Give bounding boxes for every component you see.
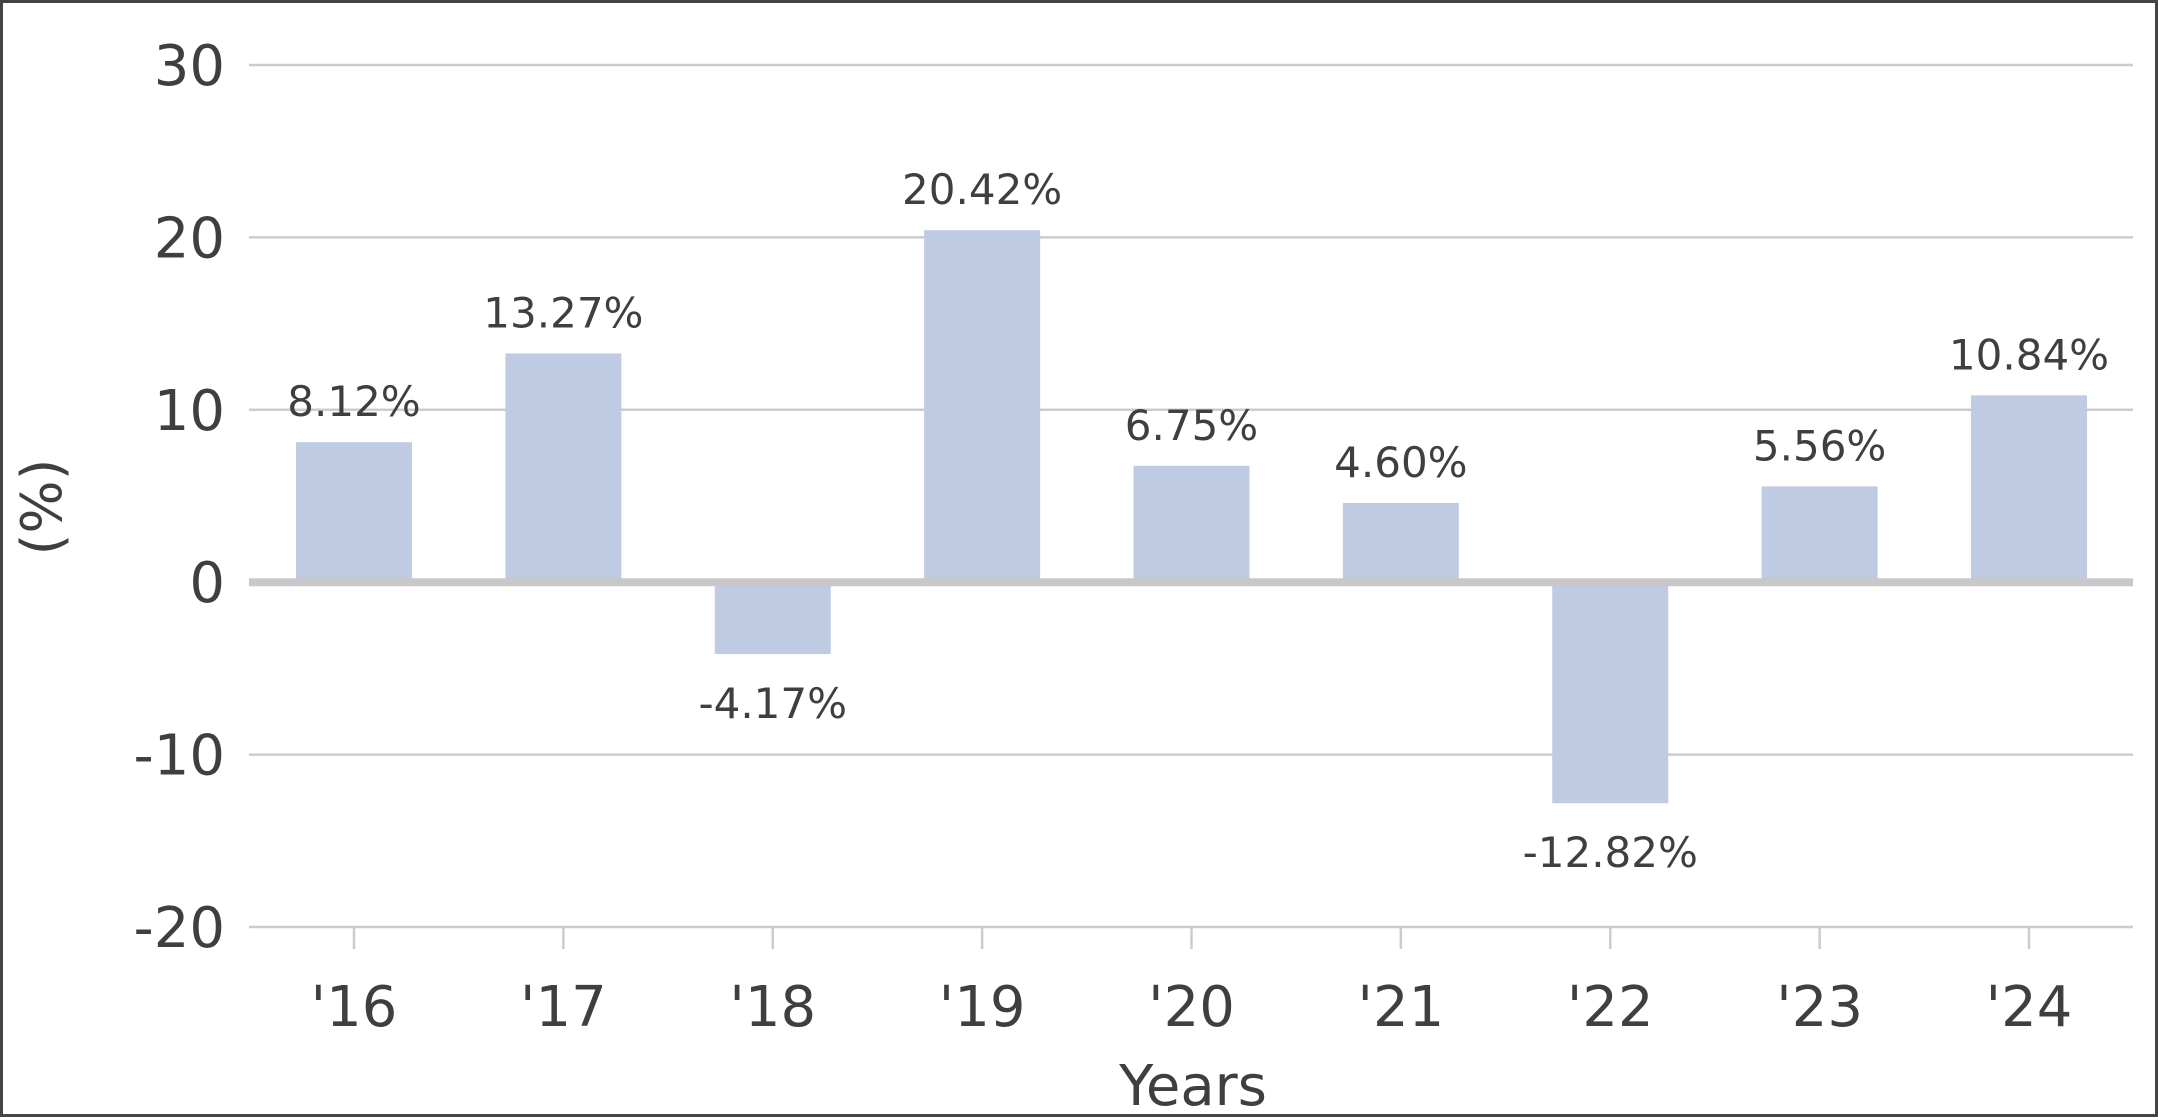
bar	[296, 442, 412, 583]
bar	[1971, 395, 2087, 583]
bar	[1552, 582, 1669, 804]
x-tick-label: '18	[729, 975, 816, 1040]
data-label: -4.17%	[698, 679, 847, 728]
x-axis-labels: '16 '17 '18 '19 '20 '21 '22 '23 '24	[311, 975, 2073, 1040]
x-tick-label: '16	[311, 975, 398, 1040]
y-axis-title: (%)	[10, 459, 75, 556]
data-label: -12.82%	[1523, 828, 1698, 877]
bar	[1133, 465, 1250, 583]
data-label: 5.56%	[1753, 421, 1886, 470]
y-tick-label: 20	[154, 206, 225, 271]
data-label: 6.75%	[1125, 401, 1258, 450]
bars	[296, 230, 2087, 804]
bar	[1761, 486, 1878, 583]
x-tick-marks	[352, 927, 2031, 949]
y-tick-label: -20	[134, 896, 225, 961]
bar	[1342, 502, 1459, 583]
data-labels: 8.12% 13.27% -4.17% 20.42% 6.75% 4.60% -12.82%…	[287, 165, 2109, 877]
data-label: 13.27%	[483, 288, 643, 337]
x-tick-label: '19	[939, 975, 1026, 1040]
bar	[714, 582, 831, 655]
data-label: 4.60%	[1334, 438, 1467, 487]
x-tick-label: '17	[520, 975, 607, 1040]
bar	[505, 353, 622, 583]
data-label: 20.42%	[902, 165, 1062, 214]
data-label: 8.12%	[287, 377, 420, 426]
x-tick-label: '20	[1148, 975, 1235, 1040]
bar	[924, 230, 1041, 583]
y-tick-label: 10	[154, 379, 225, 444]
x-axis-title: Years	[1118, 1054, 1267, 1119]
x-tick-label: '22	[1567, 975, 1654, 1040]
x-tick-label: '23	[1776, 975, 1863, 1040]
x-tick-label: '21	[1358, 975, 1445, 1040]
data-label: 10.84%	[1949, 330, 2109, 379]
y-axis-labels: 30 20 10 0 -10 -20	[134, 34, 225, 961]
y-tick-label: 0	[189, 551, 225, 616]
x-tick-label: '24	[1986, 975, 2073, 1040]
y-tick-label: -10	[134, 724, 225, 789]
y-tick-label: 30	[154, 34, 225, 99]
bar-chart: 8.12% 13.27% -4.17% 20.42% 6.75% 4.60% -12.82%…	[10, 34, 2133, 1119]
